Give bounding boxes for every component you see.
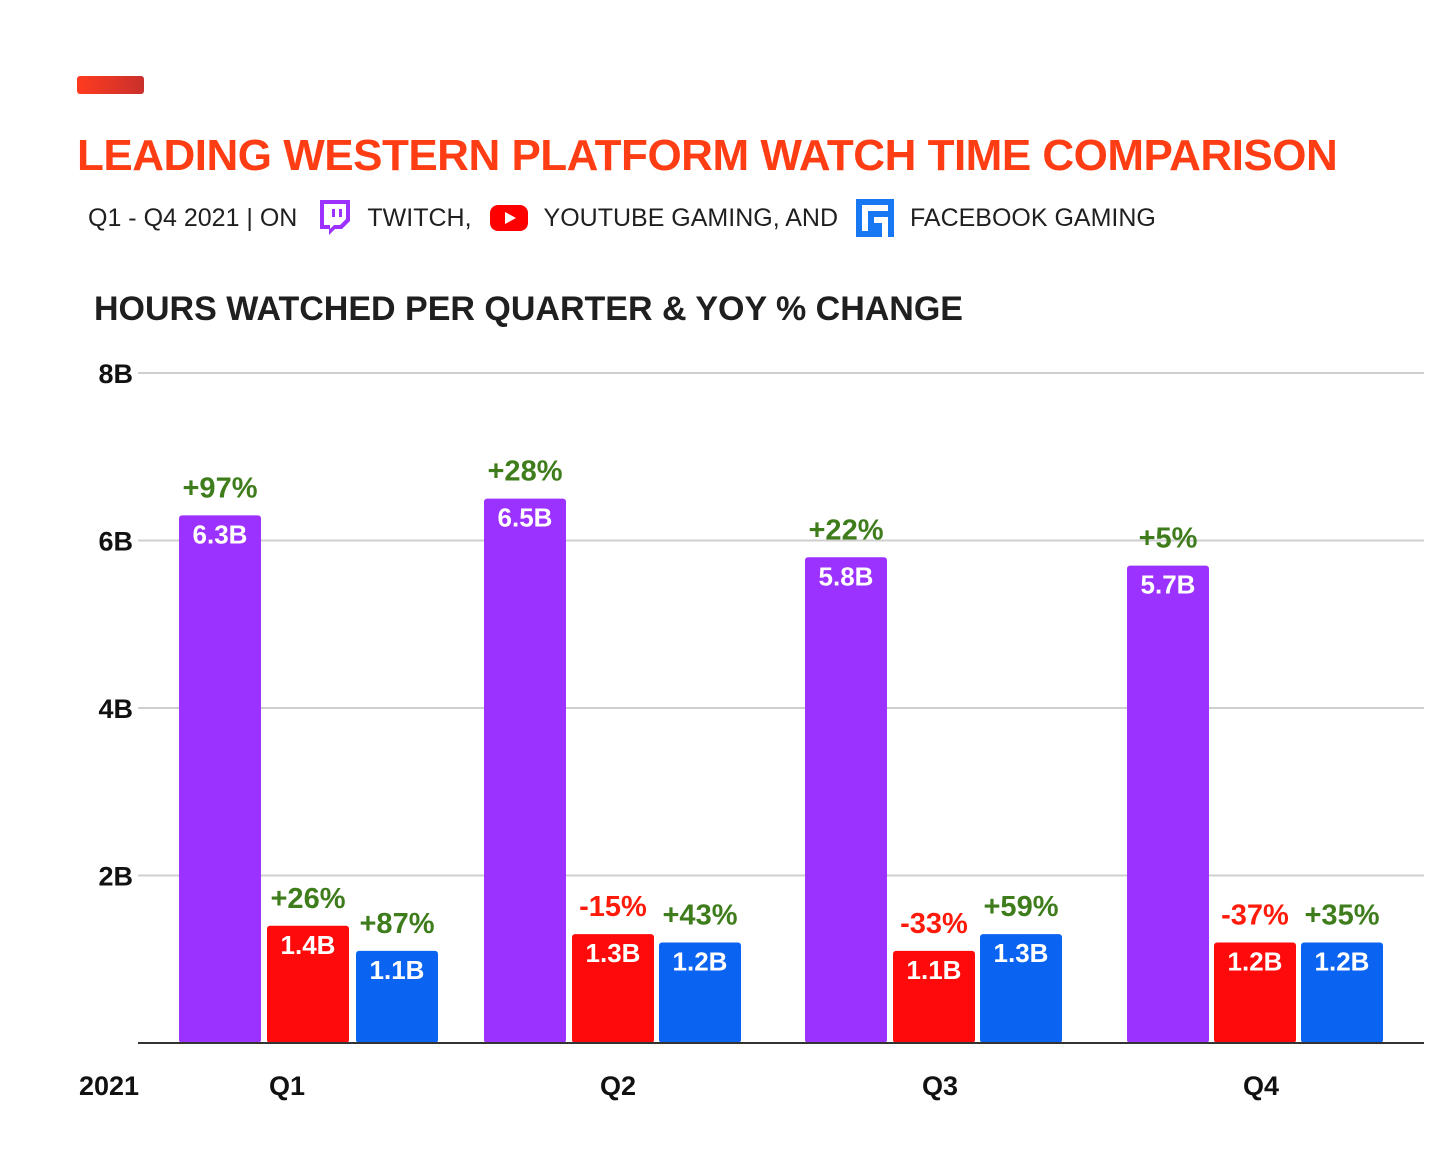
subtitle: Q1 - Q4 2021 | ON TWITCH, YOUTUBE GAMING… — [88, 198, 1156, 238]
bar-value-label: 1.2B — [1315, 947, 1370, 977]
bar-value-label: 5.7B — [1141, 570, 1196, 600]
twitch-icon — [317, 199, 351, 237]
accent-bar — [77, 76, 144, 94]
bar-value-label: 1.4B — [281, 930, 336, 960]
bar — [356, 950, 438, 1043]
yoy-change-label: -33% — [900, 908, 968, 940]
yoy-change-label: +28% — [488, 456, 563, 488]
chart-heading: HOURS WATCHED PER QUARTER & YOY % CHANGE — [94, 290, 963, 328]
bar — [1301, 942, 1383, 1043]
x-axis-year-label: 2021 — [79, 1071, 139, 1101]
yoy-change-label: +87% — [360, 908, 435, 940]
x-tick-label: Q3 — [922, 1071, 958, 1101]
bar — [179, 515, 261, 1043]
yoy-change-label: +35% — [1305, 900, 1380, 932]
bar-value-label: 6.5B — [498, 503, 553, 533]
yoy-change-label: +43% — [663, 900, 738, 932]
x-tick-label: Q1 — [269, 1071, 305, 1101]
bar-value-label: 1.1B — [907, 955, 962, 985]
x-tick-label: Q2 — [600, 1071, 636, 1101]
bar — [659, 942, 741, 1043]
bar — [1127, 565, 1209, 1043]
bar — [980, 934, 1062, 1043]
bar — [805, 557, 887, 1043]
youtube-icon — [489, 204, 528, 232]
y-tick-label: 4B — [98, 694, 133, 724]
yoy-change-label: +5% — [1139, 523, 1198, 555]
y-tick-label: 2B — [98, 862, 133, 892]
bar-value-label: 1.3B — [994, 938, 1049, 968]
bar-value-label: 6.3B — [193, 519, 248, 549]
x-tick-label: Q4 — [1243, 1071, 1279, 1101]
bar-value-label: 1.2B — [673, 947, 728, 977]
bar — [484, 498, 566, 1043]
bar-value-label: 1.1B — [370, 955, 425, 985]
y-tick-label: 6B — [98, 527, 133, 557]
bar-value-label: 1.2B — [1228, 947, 1283, 977]
bar-value-label: 1.3B — [586, 938, 641, 968]
yoy-change-label: -37% — [1221, 900, 1289, 932]
page-title: LEADING WESTERN PLATFORM WATCH TIME COMP… — [77, 131, 1338, 180]
youtube-label: YOUTUBE GAMING, AND — [543, 203, 838, 232]
bar — [1214, 942, 1296, 1043]
yoy-change-label: +22% — [809, 514, 884, 546]
yoy-change-label: -15% — [579, 891, 647, 923]
yoy-change-label: +97% — [183, 472, 258, 504]
y-tick-label: 8B — [98, 359, 133, 389]
subtitle-prefix: Q1 - Q4 2021 | ON — [88, 203, 298, 232]
bar-value-label: 5.8B — [819, 561, 874, 591]
yoy-change-label: +59% — [984, 891, 1059, 923]
yoy-change-label: +26% — [271, 883, 346, 915]
bar — [893, 950, 975, 1043]
bar — [267, 925, 349, 1043]
facebook-gaming-icon — [856, 199, 894, 237]
facebook-label: FACEBOOK GAMING — [910, 203, 1156, 232]
twitch-label: TWITCH, — [367, 203, 472, 232]
bar — [572, 934, 654, 1043]
